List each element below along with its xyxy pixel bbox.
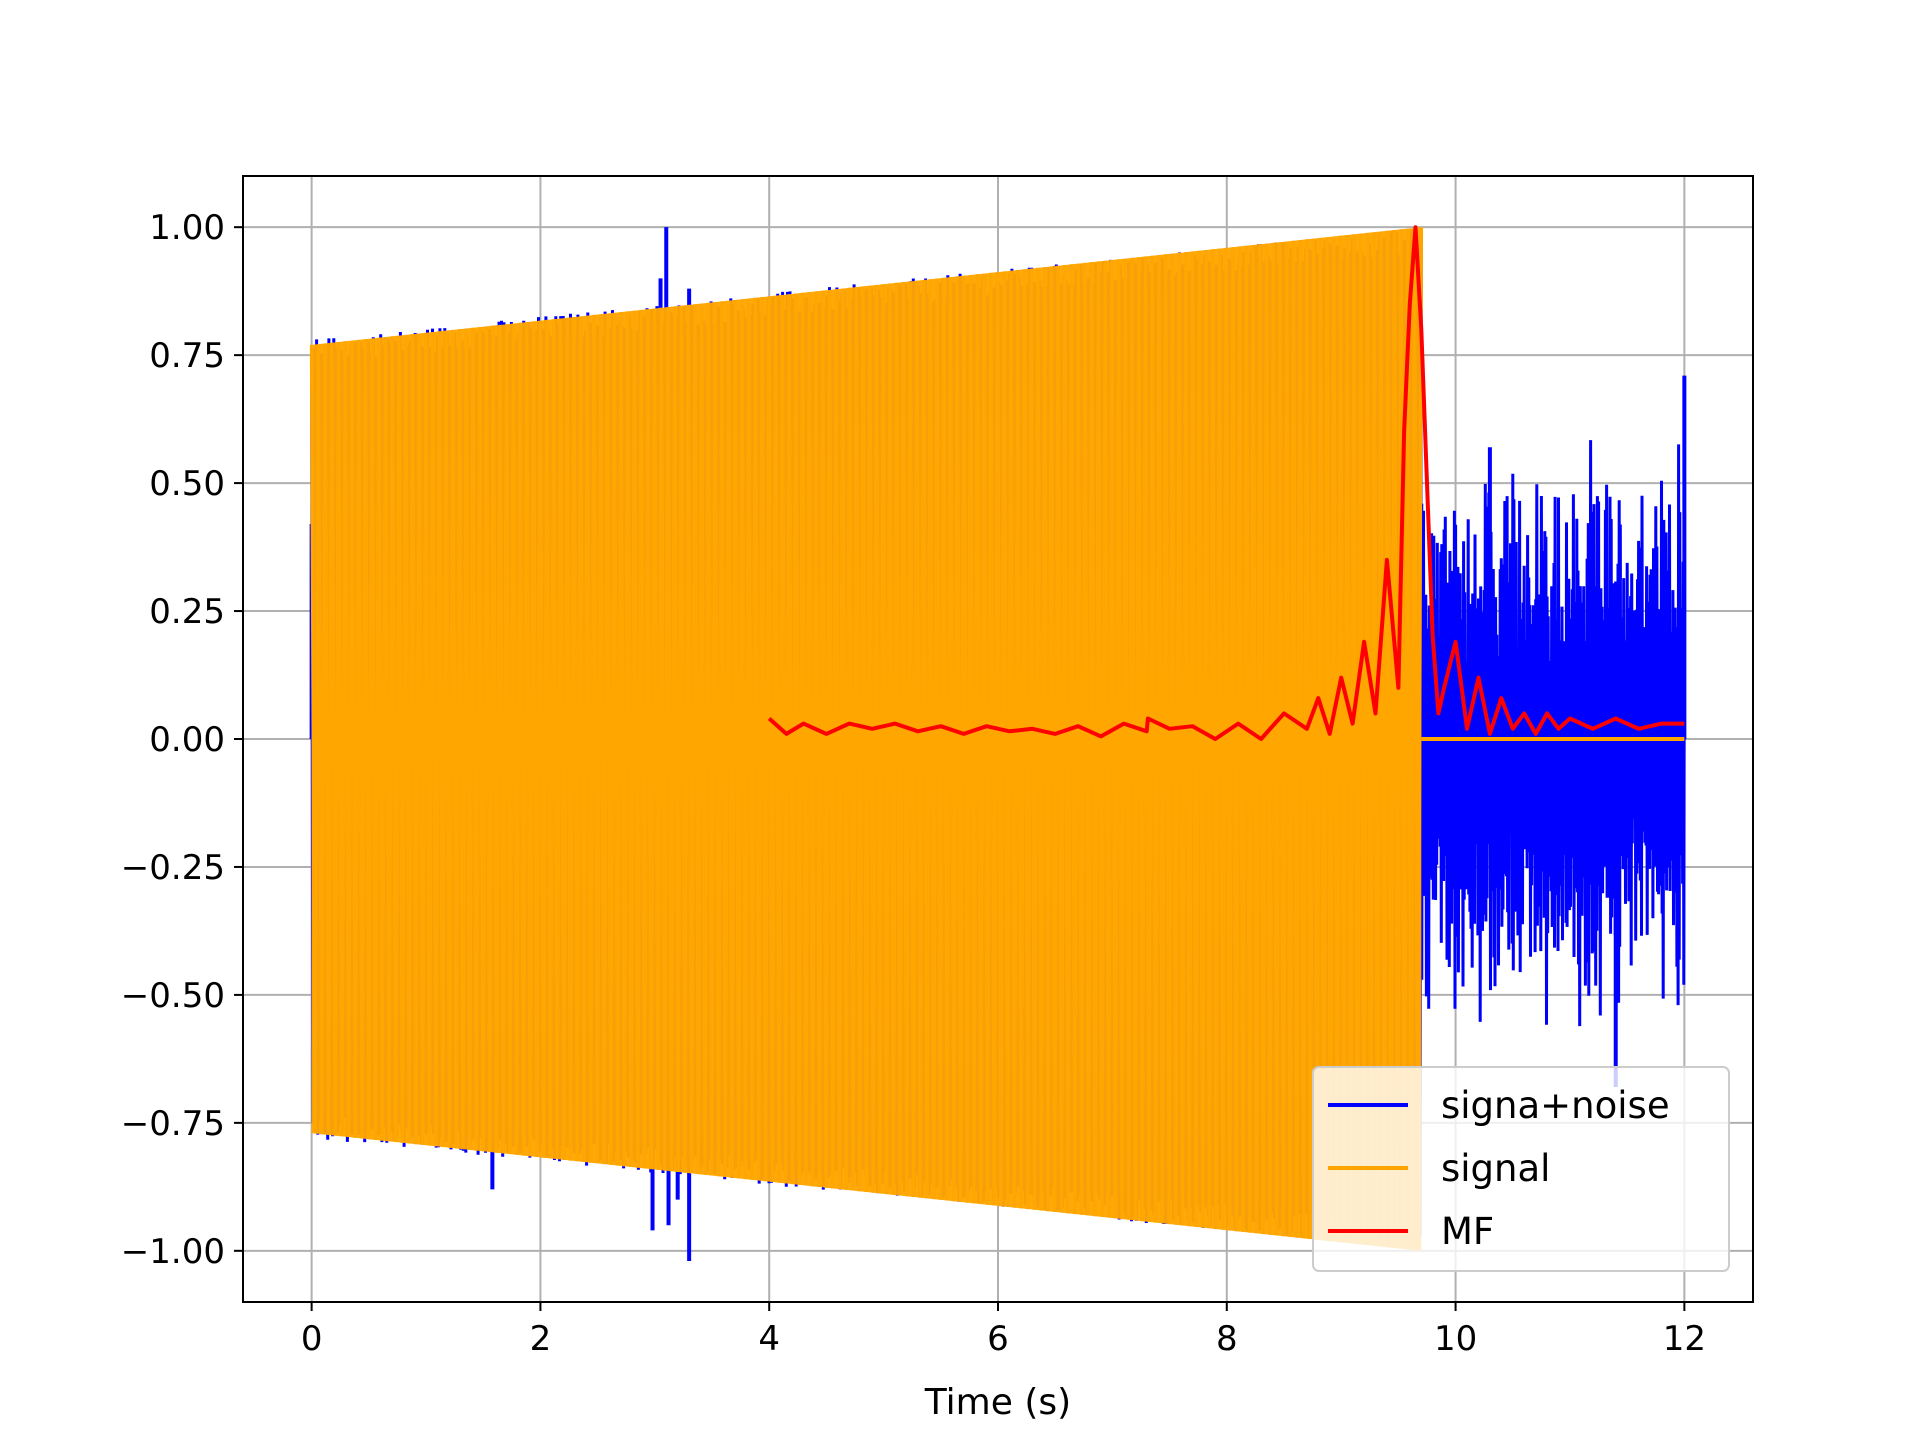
x-tick-label: 2 — [530, 1319, 552, 1359]
x-tick-label: 12 — [1663, 1319, 1706, 1359]
y-tick-label: −0.50 — [121, 976, 225, 1016]
y-tick-label: 0.00 — [149, 720, 225, 760]
y-tick-label: 0.50 — [149, 464, 225, 504]
x-tick-label: 8 — [1216, 1319, 1238, 1359]
x-tick-label: 10 — [1434, 1319, 1477, 1359]
legend: signa+noise signal MF — [1312, 1066, 1730, 1272]
y-tick-label: −1.00 — [121, 1232, 225, 1272]
y-tick-label: 0.25 — [149, 592, 225, 632]
series-layer — [309, 225, 1687, 1262]
x-tick-label: 0 — [301, 1319, 323, 1359]
x-axis-label: Time (s) — [924, 1382, 1071, 1423]
x-tick-label: 4 — [758, 1319, 780, 1359]
signal-noise-line — [1419, 440, 1686, 1027]
signal-envelope — [311, 227, 1422, 1251]
legend-label: signal — [1441, 1147, 1550, 1190]
y-tick-label: 0.75 — [149, 336, 225, 376]
ticks: 0 2 4 6 8 10 12 1.00 0.75 0.50 0.25 0.00 −0.25 −0.50 −… — [121, 208, 1706, 1359]
legend-box — [1312, 1066, 1730, 1272]
x-tick-label: 6 — [987, 1319, 1009, 1359]
legend-label: MF — [1441, 1210, 1494, 1253]
legend-label: signa+noise — [1441, 1084, 1670, 1127]
y-tick-label: −0.75 — [121, 1104, 225, 1144]
y-tick-label: 1.00 — [149, 208, 225, 248]
y-tick-label: −0.25 — [121, 848, 225, 888]
mf-line — [767, 225, 1685, 741]
